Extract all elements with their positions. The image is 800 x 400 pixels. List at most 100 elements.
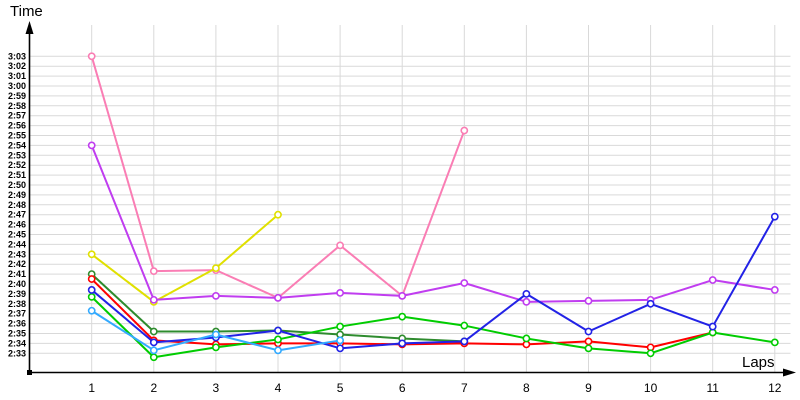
y-tick-label: 2:35	[8, 329, 26, 339]
series-pink-marker	[460, 126, 469, 135]
series-green-marker	[770, 338, 779, 347]
y-tick-label: 2:44	[8, 239, 26, 249]
y-tick-label: 2:47	[8, 210, 26, 220]
y-tick-label: 3:00	[8, 81, 26, 91]
y-tick-label: 2:48	[8, 200, 26, 210]
series-cyan-marker	[149, 346, 158, 355]
x-tick-label: 8	[523, 381, 530, 395]
series-blue-marker	[584, 327, 593, 336]
series-blue-marker	[708, 322, 717, 331]
y-tick-label: 2:46	[8, 220, 26, 230]
x-tick-labels: 1 2 3 4 5 6 7 8 9 10 11 12	[88, 381, 781, 395]
x-tick-label: 1	[88, 381, 95, 395]
y-tick-label: 2:42	[8, 259, 26, 269]
series-blue-marker	[87, 286, 96, 294]
x-tick-label: 12	[768, 381, 782, 395]
y-tick-label: 2:57	[8, 111, 26, 121]
series-yellow-marker	[211, 264, 220, 273]
series-violet-marker	[584, 296, 593, 305]
y-tick-label: 2:34	[8, 338, 26, 348]
y-tick-label: 2:49	[8, 190, 26, 200]
series-blue-marker	[460, 337, 469, 346]
x-tick-label: 7	[461, 381, 468, 395]
series-green-marker	[336, 322, 344, 331]
y-tick-label: 3:01	[8, 71, 26, 81]
series-pink-marker	[149, 267, 158, 276]
y-tick-label: 2:56	[8, 121, 26, 131]
y-tick-label: 2:52	[8, 160, 26, 170]
y-tick-label: 2:37	[8, 309, 26, 319]
series-violet-marker	[522, 297, 531, 306]
series-yellow	[87, 210, 282, 306]
series-violet-marker	[708, 276, 717, 284]
series-red-marker	[87, 275, 96, 283]
x-tick-label: 10	[644, 381, 658, 395]
series-violet-marker	[770, 286, 779, 294]
series-violet-marker	[149, 295, 158, 304]
y-tick-label: 2:41	[8, 269, 26, 279]
y-tick-labels: 3:033:023:013:002:592:582:572:562:552:54…	[8, 51, 26, 358]
series-yellow-marker	[87, 250, 96, 259]
series-green-marker	[87, 292, 96, 301]
series-violet-marker	[87, 141, 96, 150]
y-tick-label: 2:54	[8, 140, 26, 150]
series-blue	[87, 212, 779, 353]
series-blue-marker	[522, 289, 531, 298]
x-tick-label: 3	[213, 381, 220, 395]
x-axis-arrow-icon	[783, 368, 796, 377]
series-green-marker	[398, 312, 407, 321]
series-green-marker	[460, 321, 469, 330]
y-tick-label: 2:36	[8, 319, 26, 329]
y-tick-label: 3:02	[8, 61, 26, 71]
y-axis-title: Time	[10, 3, 43, 20]
x-tick-label: 2	[150, 381, 157, 395]
x-tick-label: 4	[275, 381, 282, 395]
series-cyan-marker	[274, 346, 282, 355]
series-blue-marker	[398, 339, 407, 348]
series-blue-marker	[770, 212, 779, 221]
y-tick-label: 2:58	[8, 101, 26, 111]
series-violet-marker	[460, 279, 469, 287]
x-axis-title: Laps	[742, 354, 775, 371]
series-green-marker	[211, 343, 220, 352]
x-tick-label: 11	[706, 381, 719, 395]
gridlines	[29, 25, 791, 373]
origin-marker	[27, 370, 32, 375]
y-axis-arrow-icon	[25, 21, 34, 34]
series-cyan-marker	[336, 336, 344, 345]
series-green	[87, 292, 779, 362]
y-tick-label: 2:40	[8, 279, 26, 289]
series-violet-marker	[336, 289, 344, 297]
y-tick-label: 3:03	[8, 51, 26, 61]
series-violet-marker	[211, 291, 220, 300]
series-blue-marker	[336, 344, 344, 353]
series-blue-marker	[274, 326, 282, 335]
series-green-marker	[274, 335, 282, 344]
y-tick-label: 2:59	[8, 91, 26, 101]
series-violet-marker	[398, 291, 407, 300]
series-green-line	[90, 295, 776, 359]
x-tick-label: 6	[399, 381, 406, 395]
series-yellow-line	[90, 213, 279, 303]
x-tick-label: 5	[337, 381, 344, 395]
y-tick-label: 2:53	[8, 150, 26, 160]
y-tick-label: 2:50	[8, 180, 26, 190]
series-green-marker	[646, 349, 655, 358]
axes	[25, 21, 796, 377]
series-violet-marker	[274, 293, 282, 302]
series-cyan-marker	[87, 306, 96, 315]
series-pink-marker	[87, 52, 96, 61]
series-blue-marker	[646, 299, 655, 308]
series-green-marker	[584, 344, 593, 353]
series-red-marker	[584, 337, 593, 346]
series-cyan-marker	[211, 330, 220, 339]
series-pink-marker	[336, 241, 344, 250]
series-dark-green-marker	[149, 327, 158, 336]
y-tick-label: 2:55	[8, 131, 26, 141]
series-green-marker	[522, 334, 531, 343]
y-tick-label: 2:39	[8, 289, 26, 299]
y-tick-label: 2:38	[8, 299, 26, 309]
y-tick-label: 2:45	[8, 230, 26, 240]
